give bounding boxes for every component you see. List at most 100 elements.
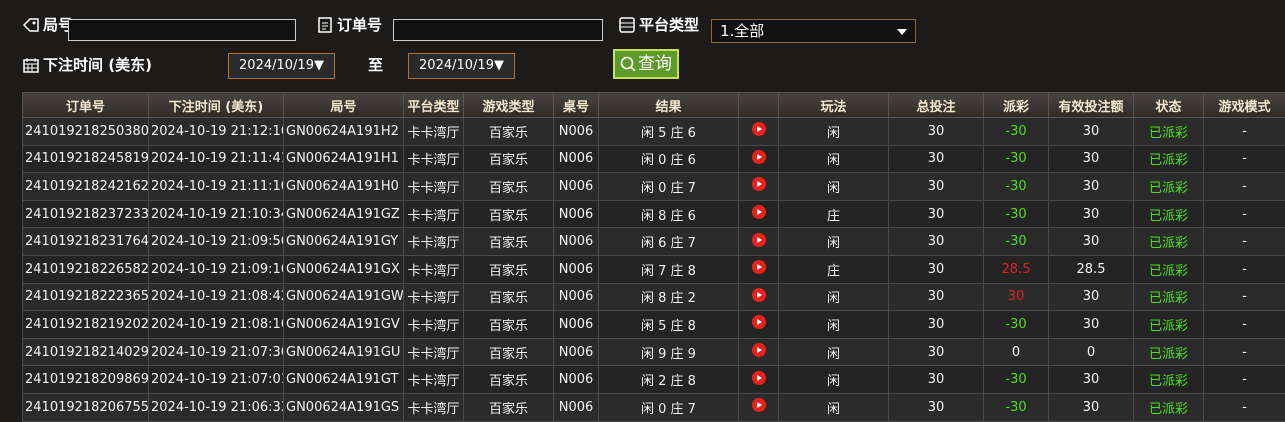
table-cell: 已派彩 bbox=[1134, 338, 1204, 366]
table-cell: 30 bbox=[889, 228, 984, 256]
table-cell: -30 bbox=[984, 228, 1049, 256]
table-cell: 2024-10-19 21:08:16 bbox=[149, 311, 284, 339]
table-cell: 2024-10-19 21:09:16 bbox=[149, 255, 284, 283]
table-cell: 卡卡湾厅 bbox=[404, 311, 464, 339]
table-cell: 已派彩 bbox=[1134, 255, 1204, 283]
table-cell: 闲 0 庄 7 bbox=[599, 173, 739, 201]
table-cell: GN00624A191GX bbox=[284, 255, 404, 283]
table-cell: GN00624A191GV bbox=[284, 311, 404, 339]
table-cell: 2024-10-19 21:10:34 bbox=[149, 200, 284, 228]
round-label: 局号 bbox=[22, 14, 73, 35]
video-cell bbox=[739, 228, 779, 256]
header-cell: 游戏模式 bbox=[1204, 93, 1285, 118]
table-cell: 2024-10-19 21:07:36 bbox=[149, 338, 284, 366]
table-cell: 卡卡湾厅 bbox=[404, 145, 464, 173]
table-cell: 已派彩 bbox=[1134, 311, 1204, 339]
table-cell: 0 bbox=[984, 338, 1049, 366]
table-cell: - bbox=[1204, 200, 1285, 228]
table-cell: 百家乐 bbox=[464, 145, 554, 173]
video-icon[interactable] bbox=[752, 398, 766, 412]
video-icon[interactable] bbox=[752, 343, 766, 357]
header-cell: 结果 bbox=[599, 93, 739, 118]
table-cell: 百家乐 bbox=[464, 118, 554, 146]
round-input[interactable] bbox=[68, 19, 296, 41]
video-icon[interactable] bbox=[752, 315, 766, 329]
table-cell: - bbox=[1204, 255, 1285, 283]
table-cell: 30 bbox=[889, 393, 984, 421]
table-cell: 庄 bbox=[779, 200, 889, 228]
table-cell: 28.5 bbox=[1049, 255, 1134, 283]
table-cell: 闲 9 庄 9 bbox=[599, 338, 739, 366]
table-cell: GN00624A191GW bbox=[284, 283, 404, 311]
header-cell: 状态 bbox=[1134, 93, 1204, 118]
query-button[interactable]: 查询 bbox=[613, 49, 679, 79]
video-cell bbox=[739, 366, 779, 394]
order-input[interactable] bbox=[393, 19, 603, 41]
query-button-text: 查询 bbox=[638, 51, 672, 77]
video-icon[interactable] bbox=[752, 233, 766, 247]
table-cell: -30 bbox=[984, 393, 1049, 421]
table-cell: - bbox=[1204, 283, 1285, 311]
table-cell: 30 bbox=[889, 283, 984, 311]
header-cell: 局号 bbox=[284, 93, 404, 118]
video-icon[interactable] bbox=[752, 122, 766, 136]
table-cell: 闲 bbox=[779, 338, 889, 366]
date-to[interactable]: 2024/10/19▼ bbox=[408, 53, 515, 79]
table-cell: GN00624A191H2 bbox=[284, 118, 404, 146]
table-cell: 2024-10-19 21:09:56 bbox=[149, 228, 284, 256]
table-cell: GN00624A191GZ bbox=[284, 200, 404, 228]
date-from[interactable]: 2024/10/19▼ bbox=[228, 53, 335, 79]
table-cell: 闲 8 庄 6 bbox=[599, 200, 739, 228]
table-cell: 闲 bbox=[779, 311, 889, 339]
table-cell: 已派彩 bbox=[1134, 145, 1204, 173]
table-cell: 2024-10-19 21:12:16 bbox=[149, 118, 284, 146]
table-cell: 卡卡湾厅 bbox=[404, 118, 464, 146]
header-cell: 玩法 bbox=[779, 93, 889, 118]
video-icon[interactable] bbox=[752, 260, 766, 274]
date-from-text: 2024/10/19▼ bbox=[239, 58, 324, 73]
table-cell: 百家乐 bbox=[464, 366, 554, 394]
table-cell: - bbox=[1204, 118, 1285, 146]
table-cell: 30 bbox=[889, 255, 984, 283]
video-icon[interactable] bbox=[752, 371, 766, 385]
table-cell: 2024-10-19 21:11:10 bbox=[149, 173, 284, 201]
table-cell: 闲 6 庄 7 bbox=[599, 228, 739, 256]
table-cell: 241019218206755 bbox=[23, 393, 149, 421]
platform-select[interactable]: 1.全部 bbox=[711, 19, 916, 43]
table-cell: GN00624A191H1 bbox=[284, 145, 404, 173]
platform-label: 平台类型 bbox=[618, 14, 699, 35]
order-label: 订单号 bbox=[316, 14, 382, 35]
video-icon[interactable] bbox=[752, 177, 766, 191]
table-cell: 闲 bbox=[779, 366, 889, 394]
order-label-text: 订单号 bbox=[337, 14, 382, 35]
table-cell: 卡卡湾厅 bbox=[404, 228, 464, 256]
table-cell: 已派彩 bbox=[1134, 173, 1204, 201]
table-cell: 30 bbox=[1049, 145, 1134, 173]
table-cell: 已派彩 bbox=[1134, 393, 1204, 421]
to-label: 至 bbox=[368, 54, 383, 75]
table-cell: GN00624A191GY bbox=[284, 228, 404, 256]
table-cell: N006 bbox=[554, 145, 599, 173]
video-cell bbox=[739, 255, 779, 283]
video-icon[interactable] bbox=[752, 288, 766, 302]
table-cell: N006 bbox=[554, 393, 599, 421]
doc-icon bbox=[316, 16, 334, 34]
table-cell: 卡卡湾厅 bbox=[404, 283, 464, 311]
video-icon[interactable] bbox=[752, 205, 766, 219]
video-icon[interactable] bbox=[752, 150, 766, 164]
table-cell: 30 bbox=[984, 283, 1049, 311]
table-cell: 闲 bbox=[779, 228, 889, 256]
table-cell: 百家乐 bbox=[464, 200, 554, 228]
table-cell: 闲 0 庄 7 bbox=[599, 393, 739, 421]
calendar-icon bbox=[22, 56, 40, 74]
platform-value: 1.全部 bbox=[720, 22, 764, 40]
table-cell: 241019218209869 bbox=[23, 366, 149, 394]
table-cell: 241019218250380 bbox=[23, 118, 149, 146]
table-cell: N006 bbox=[554, 366, 599, 394]
table-cell: - bbox=[1204, 393, 1285, 421]
